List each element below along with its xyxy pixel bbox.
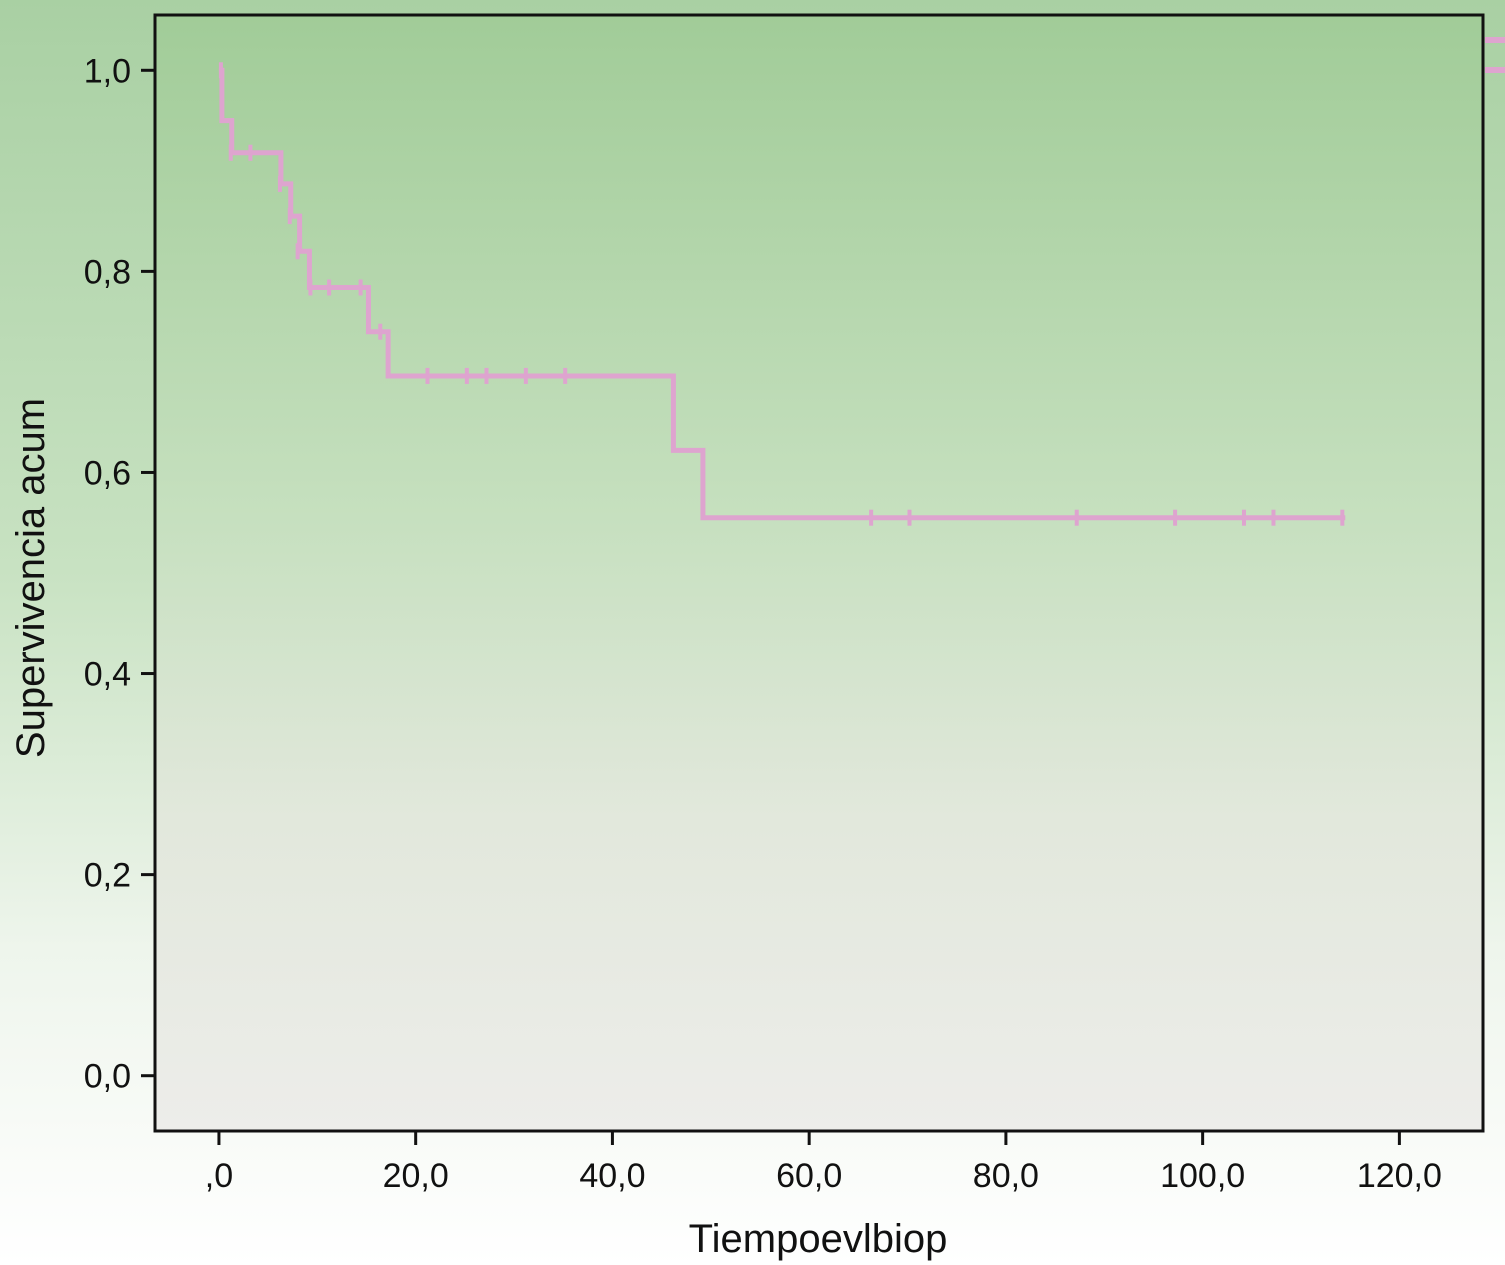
x-tick-label: 120,0 xyxy=(1357,1157,1442,1195)
y-axis: 0,0 0,2 0,4 0,6 0,8 1,0 xyxy=(84,52,155,1096)
legend-fragment xyxy=(1485,37,1505,73)
x-tick-label: ,0 xyxy=(205,1157,233,1195)
survival-step-line xyxy=(218,67,1346,521)
y-tick-label: 0,4 xyxy=(84,656,131,694)
x-tick-label: 40,0 xyxy=(579,1157,645,1195)
y-axis-title: Supervivencia acum xyxy=(9,398,53,758)
x-axis: ,0 20,0 40,0 60,0 80,0 100,0 120,0 xyxy=(205,1131,1442,1195)
x-tick-label: 20,0 xyxy=(383,1157,449,1195)
plot-area xyxy=(153,13,1485,1133)
x-tick-label: 100,0 xyxy=(1160,1157,1245,1195)
x-tick-label: 60,0 xyxy=(776,1157,842,1195)
series-layer xyxy=(218,62,1346,526)
y-tick-label: 0,6 xyxy=(84,454,131,492)
y-tick-label: 0,0 xyxy=(84,1058,131,1096)
y-tick-label: 0,2 xyxy=(84,857,131,895)
y-tick-label: 1,0 xyxy=(84,52,131,90)
y-tick-label: 0,8 xyxy=(84,253,131,291)
x-axis-title: Tiempoevlbiop xyxy=(689,1217,948,1261)
x-tick-label: 80,0 xyxy=(973,1157,1039,1195)
